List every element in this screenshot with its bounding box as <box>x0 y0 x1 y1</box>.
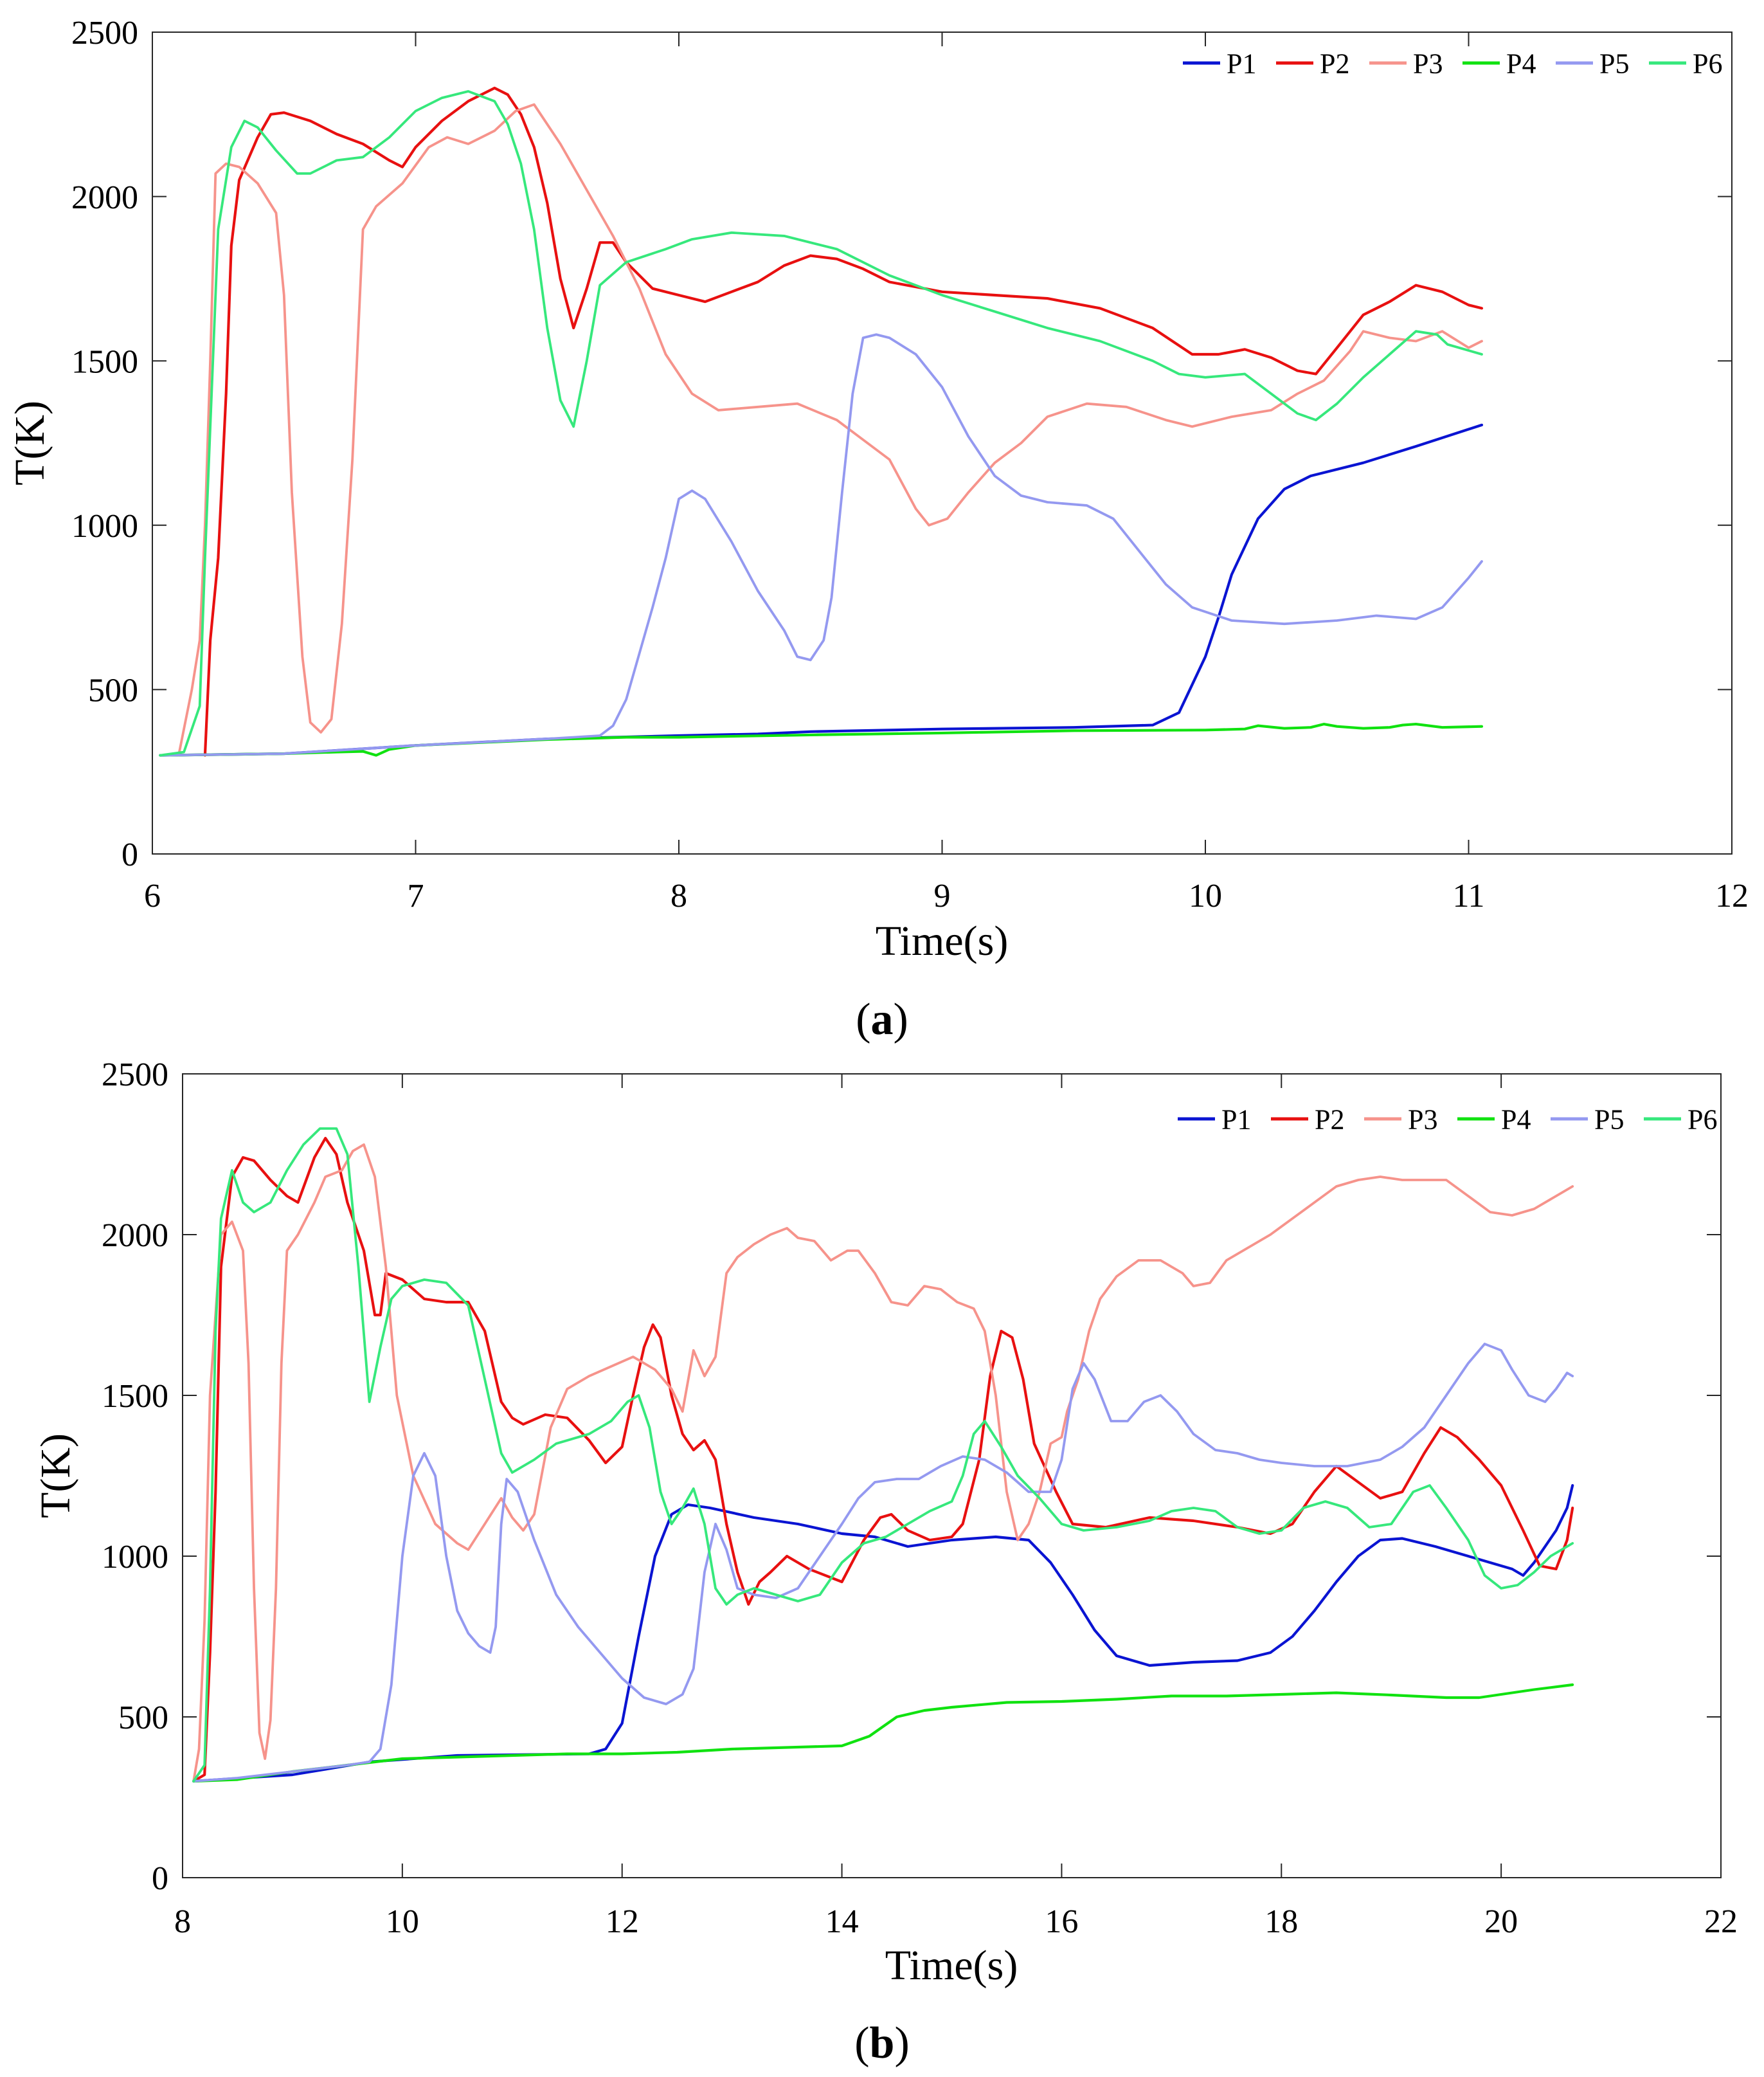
legend-label-p5: P5 <box>1594 1103 1624 1135</box>
y-tick-label: 1500 <box>102 1378 168 1415</box>
series-line-p2 <box>192 1136 1574 1783</box>
chart-b-legend: P1 P2 P3 P4 P5 P6 <box>1178 1103 1717 1135</box>
series-line-p5 <box>159 333 1483 757</box>
legend-label-p3: P3 <box>1408 1103 1437 1135</box>
legend-label-p3: P3 <box>1413 48 1443 79</box>
series-line-p3 <box>177 103 1483 757</box>
x-tick-label: 8 <box>670 878 687 914</box>
y-tick-label: 1000 <box>102 1539 168 1575</box>
x-tick-label: 10 <box>386 1903 419 1940</box>
series-line-p1 <box>192 1483 1574 1783</box>
x-tick-label: 7 <box>408 878 424 914</box>
chart-a-panel-label: (a) <box>856 995 908 1044</box>
series-line-p6 <box>159 90 1483 757</box>
x-tick-label: 9 <box>934 878 951 914</box>
x-tick-label: 12 <box>1715 878 1749 914</box>
legend-label-p6: P6 <box>1688 1103 1717 1135</box>
chart-b-y-ticks: 0 500 1000 1500 2000 2500 <box>102 1057 1721 1897</box>
chart-a-y-axis-label: T(K) <box>6 401 53 485</box>
y-tick-label: 1000 <box>71 508 138 545</box>
legend-label-p6: P6 <box>1693 48 1722 79</box>
series-line-p3 <box>192 1143 1574 1782</box>
chart-a-y-ticks: 0 500 1000 1500 2000 2500 <box>71 15 1732 873</box>
x-tick-label: 16 <box>1045 1903 1078 1940</box>
x-tick-label: 22 <box>1704 1903 1738 1940</box>
legend-label-p1: P1 <box>1227 48 1256 79</box>
chart-a: 6 7 8 9 10 11 12 0 500 1000 1500 2000 2500 P1 P2 P3 P4… <box>6 15 1749 1044</box>
legend-label-p4: P4 <box>1501 1103 1531 1135</box>
series-line-p6 <box>192 1127 1574 1782</box>
chart-b-panel-label: (b) <box>854 2018 910 2068</box>
y-tick-label: 2000 <box>102 1217 168 1254</box>
legend-label-p4: P4 <box>1506 48 1536 79</box>
x-tick-label: 18 <box>1264 1903 1298 1940</box>
y-tick-label: 500 <box>118 1700 168 1736</box>
chart-a-panel-letter: a <box>871 995 894 1044</box>
chart-a-x-ticks: 6 7 8 9 10 11 12 <box>144 32 1749 914</box>
y-tick-label: 2000 <box>71 179 138 216</box>
y-tick-label: 1500 <box>71 343 138 380</box>
chart-b-series <box>192 1127 1574 1783</box>
legend-label-p5: P5 <box>1599 48 1629 79</box>
y-tick-label: 2500 <box>102 1057 168 1093</box>
y-tick-label: 2500 <box>71 15 138 51</box>
legend-label-p1: P1 <box>1221 1103 1251 1135</box>
chart-b-x-axis-label: Time(s) <box>885 1942 1018 1989</box>
y-tick-label: 0 <box>152 1860 168 1897</box>
series-line-p4 <box>192 1683 1574 1783</box>
y-tick-label: 500 <box>88 673 138 709</box>
chart-b-x-ticks: 8 10 12 14 16 18 20 22 <box>174 1074 1738 1940</box>
y-tick-label: 0 <box>122 837 138 873</box>
chart-b-panel-letter: b <box>870 2018 895 2068</box>
series-line-p5 <box>192 1343 1574 1782</box>
series-line-p4 <box>159 723 1484 757</box>
chart-b-y-axis-label: T(K) <box>32 1433 79 1518</box>
chart-a-x-axis-label: Time(s) <box>876 918 1009 965</box>
chart-a-series <box>159 86 1484 757</box>
legend-label-p2: P2 <box>1320 48 1349 79</box>
series-line-p2 <box>203 86 1484 757</box>
x-tick-label: 20 <box>1484 1903 1518 1940</box>
chart-a-legend: P1 P2 P3 P4 P5 P6 <box>1183 48 1722 79</box>
x-tick-label: 8 <box>174 1903 191 1940</box>
x-tick-label: 12 <box>606 1903 639 1940</box>
x-tick-label: 10 <box>1189 878 1222 914</box>
x-tick-label: 11 <box>1452 878 1484 914</box>
chart-b-plot-box <box>182 1073 1722 1878</box>
legend-label-p2: P2 <box>1315 1103 1344 1135</box>
x-tick-label: 6 <box>144 878 161 914</box>
x-tick-label: 14 <box>825 1903 859 1940</box>
